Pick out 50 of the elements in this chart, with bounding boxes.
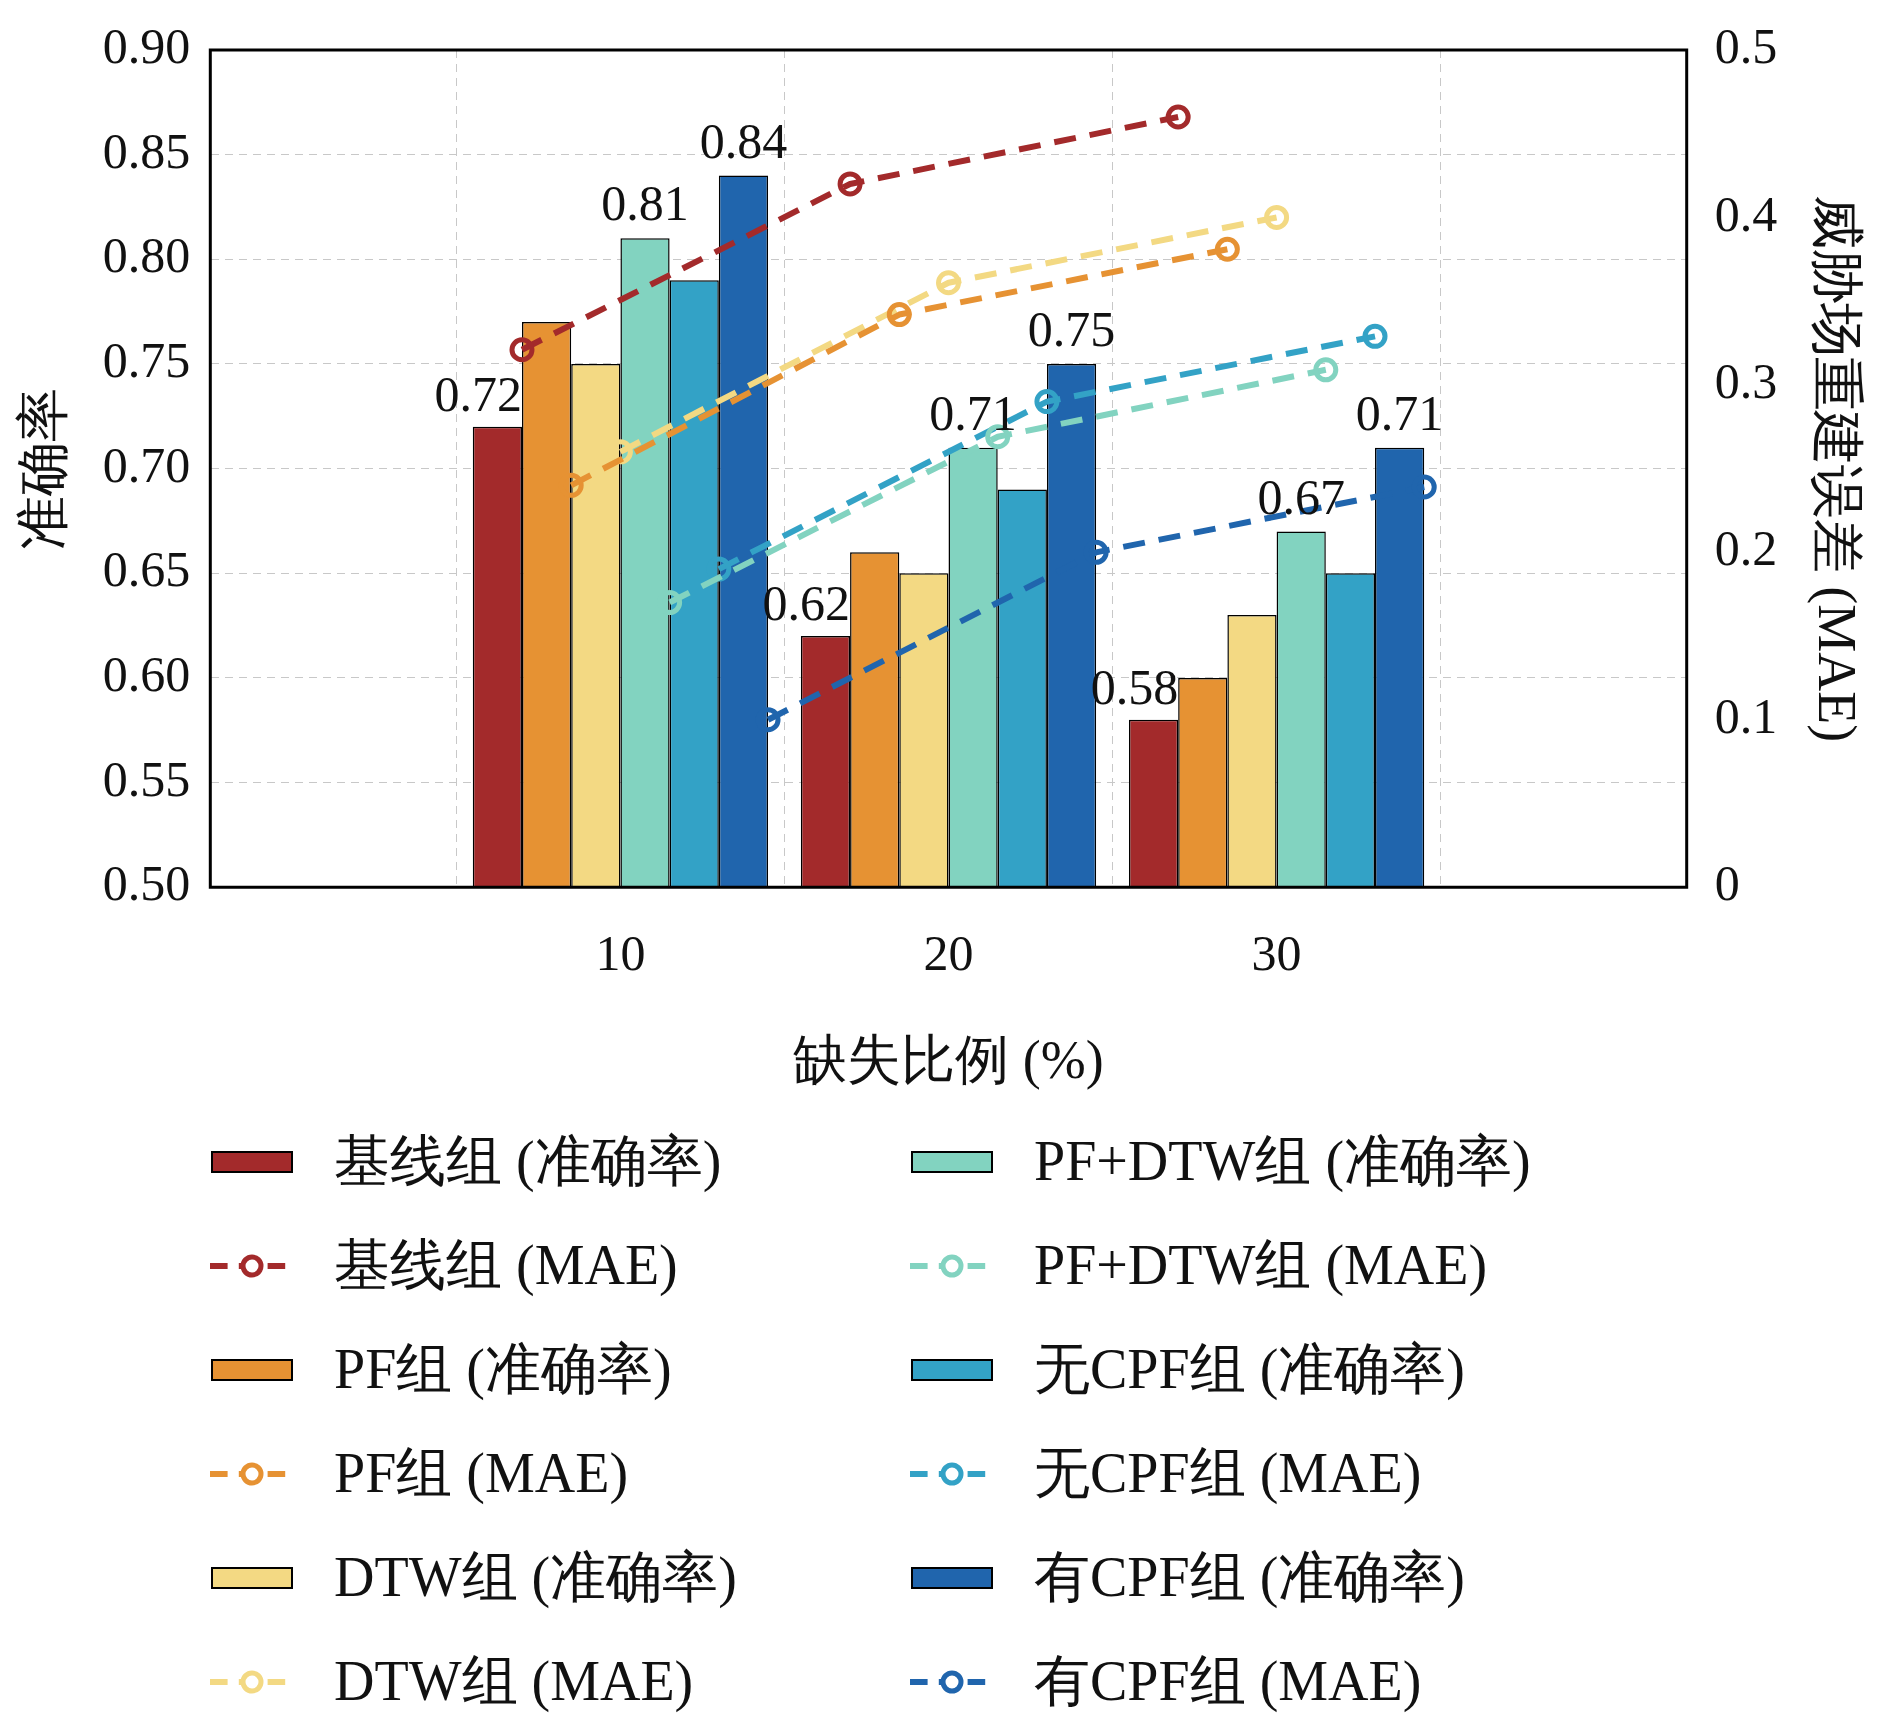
data-label: 0.71 — [1355, 384, 1444, 441]
x-axis-title: 缺失比例 (%) — [793, 1029, 1104, 1090]
point — [837, 171, 863, 197]
y2-tick-label: 0.5 — [1714, 18, 1778, 75]
legend-label: 无CPF组 (准确率) — [1034, 1337, 1465, 1402]
legend-label: 基线组 (准确率) — [334, 1129, 722, 1194]
y-tick-label: 0.80 — [102, 227, 191, 284]
legend-label: 有CPF组 (MAE) — [1034, 1649, 1422, 1714]
data-label: 0.81 — [601, 175, 689, 232]
y2-axis-title: 威胁场重建误差 (MAE) — [1807, 194, 1868, 743]
y-axis-title: 准确率 — [12, 387, 73, 550]
legend-label: PF组 (MAE) — [334, 1441, 629, 1506]
legend-label: 有CPF组 (准确率) — [1034, 1545, 1465, 1610]
data-label: 0.84 — [699, 112, 788, 169]
y-tick-label: 0.75 — [102, 332, 191, 389]
y-tick-label: 0.50 — [102, 855, 191, 912]
point — [1034, 389, 1060, 415]
y-tick-label: 0.85 — [102, 122, 191, 179]
legend-label: DTW组 (准确率) — [334, 1545, 737, 1610]
x-tick-label: 30 — [1251, 925, 1302, 982]
y2-tick-label: 0.2 — [1714, 520, 1778, 577]
y-tick-label: 0.60 — [102, 646, 191, 703]
point — [509, 337, 535, 363]
y2-tick-label: 0.4 — [1714, 185, 1778, 242]
data-label: 0.71 — [929, 384, 1017, 441]
y-tick-label: 0.55 — [102, 750, 191, 807]
y-tick-label: 0.65 — [102, 541, 191, 598]
y2-tick-label: 0.1 — [1714, 687, 1778, 744]
point — [886, 302, 912, 328]
point — [1362, 323, 1388, 349]
y-tick-label: 0.90 — [102, 18, 191, 75]
legend-label: PF+DTW组 (MAE) — [1034, 1233, 1488, 1298]
data-label: 0.75 — [1027, 301, 1116, 358]
point — [1165, 104, 1191, 130]
legend-label: 无CPF组 (MAE) — [1034, 1441, 1422, 1506]
y2-tick-label: 0.3 — [1714, 353, 1778, 410]
legend-label: PF+DTW组 (准确率) — [1034, 1129, 1531, 1194]
data-label: 0.67 — [1257, 468, 1345, 525]
legend-label: 基线组 (MAE) — [334, 1233, 678, 1298]
y-tick-label: 0.70 — [102, 436, 191, 493]
point — [1214, 236, 1240, 262]
y2-tick-label: 0 — [1714, 855, 1740, 912]
x-tick-label: 10 — [595, 925, 646, 982]
x-tick-label: 20 — [923, 925, 974, 982]
point — [1313, 357, 1339, 383]
legend-label: DTW组 (MAE) — [334, 1649, 694, 1714]
point — [936, 270, 961, 296]
legend-label: PF组 (准确率) — [334, 1337, 672, 1402]
data-label: 0.72 — [434, 365, 522, 422]
point — [1264, 204, 1290, 230]
